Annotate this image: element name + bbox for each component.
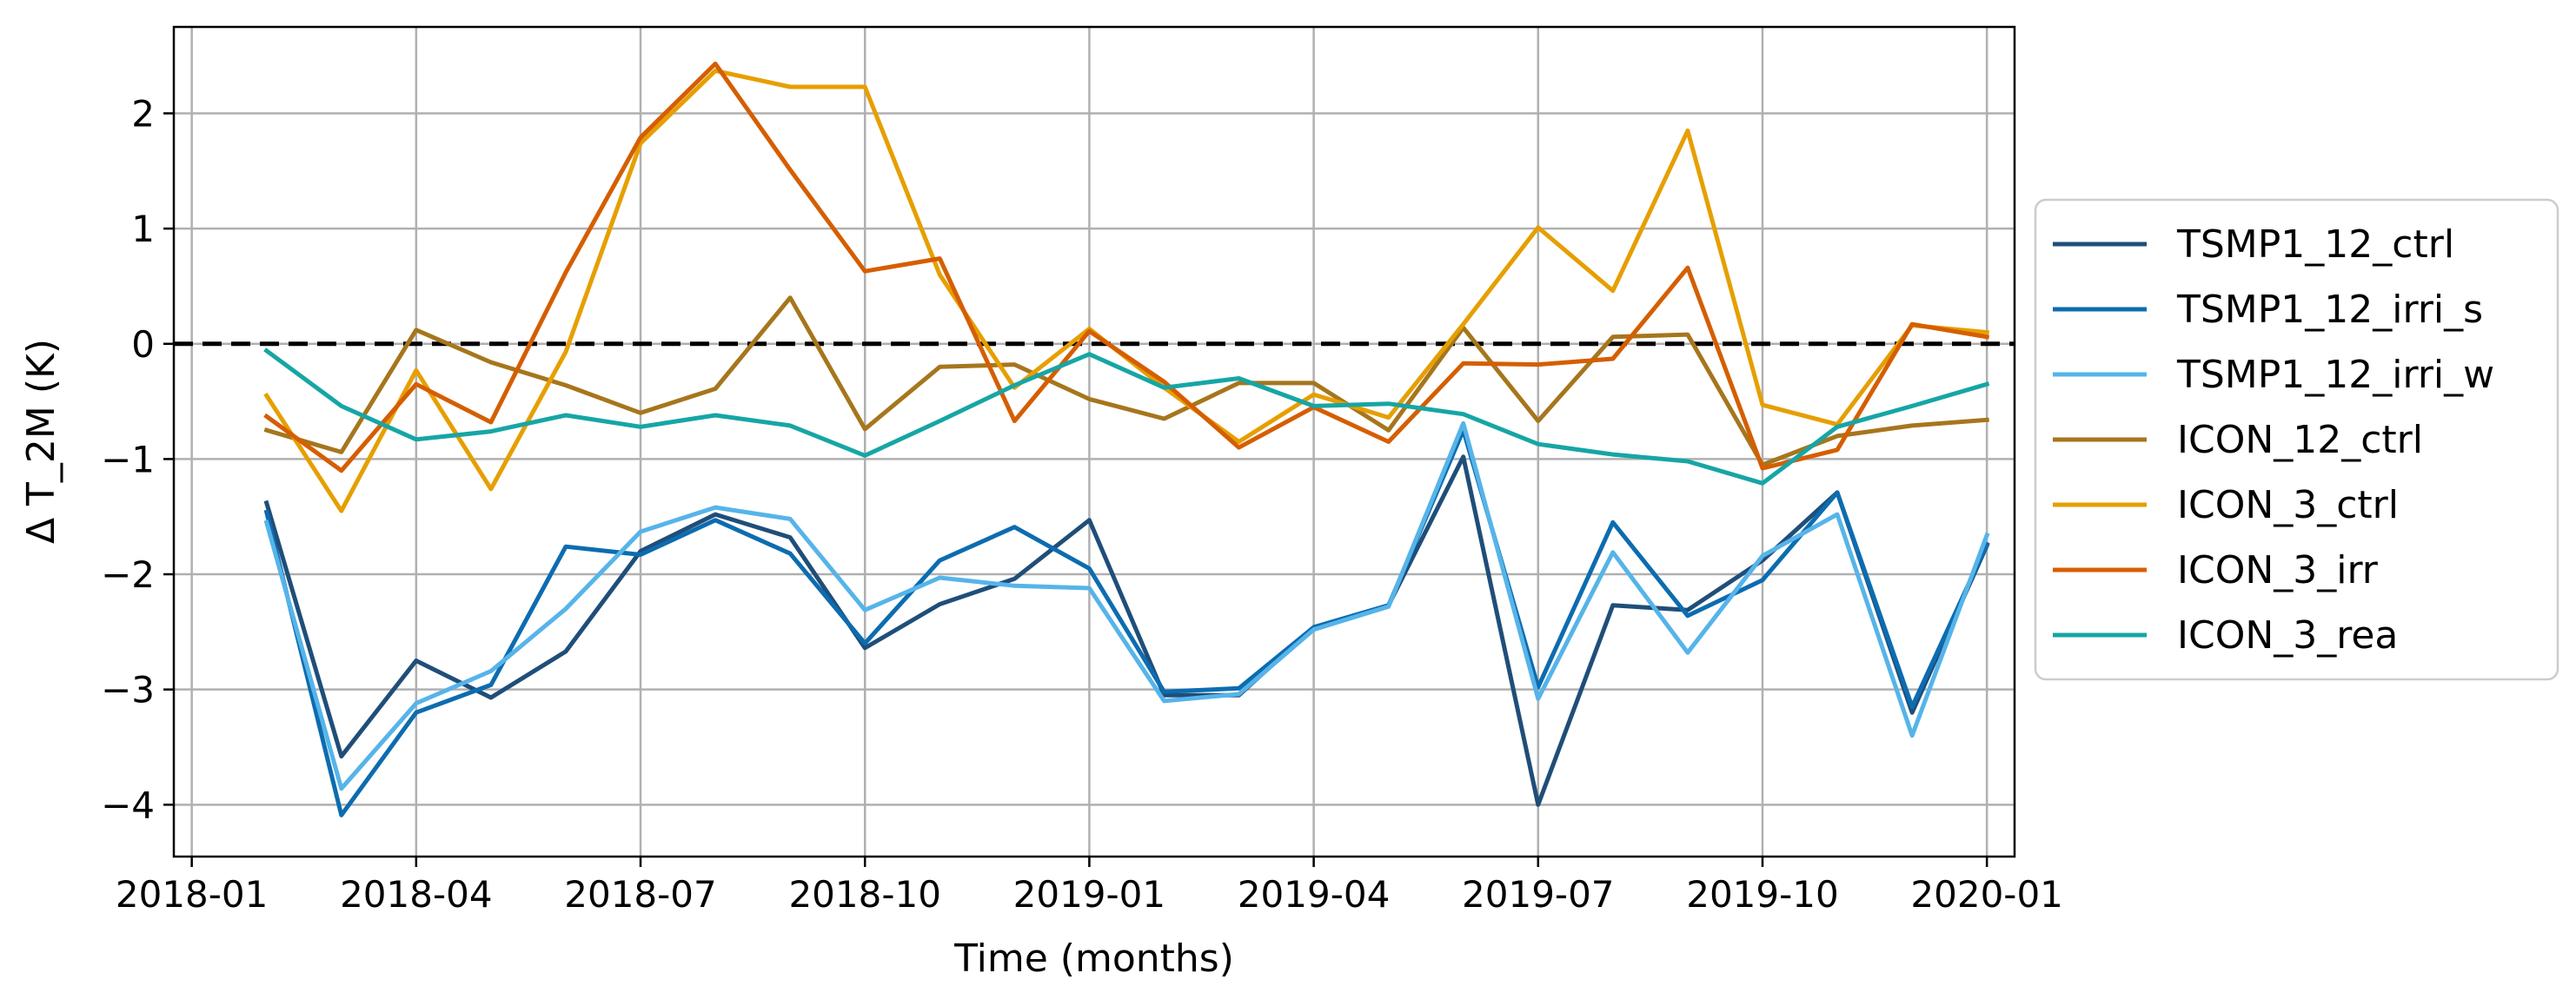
legend-label: ICON_3_rea	[2177, 613, 2398, 658]
series-line-tsmp1-12-irri-w	[263, 420, 1990, 791]
legend-label: TSMP1_12_irri_w	[2176, 353, 2494, 397]
series-line-icon-3-irr	[263, 61, 1990, 473]
x-tick-label: 2018-07	[564, 873, 717, 916]
y-axis-ticks: 2 1 0 −1 −2 −3 −4	[101, 92, 174, 826]
x-tick-label: 2018-04	[340, 873, 493, 916]
y-tick-label: 1	[131, 208, 155, 250]
legend-frame	[2034, 198, 2559, 681]
y-axis-label: Δ T_2M (K)	[19, 339, 63, 544]
series-lines	[263, 61, 1990, 817]
y-tick-label: −3	[101, 669, 155, 711]
x-tick-label: 2018-01	[116, 873, 269, 916]
x-axis-ticks: 2018-01 2018-04 2018-07 2018-10 2019-01 2019-…	[116, 857, 2063, 916]
plot-frame	[172, 25, 2016, 858]
y-tick-label: −1	[101, 438, 155, 480]
y-tick-label: 2	[131, 92, 155, 135]
legend-label: TSMP1_12_ctrl	[2176, 222, 2454, 267]
x-tick-label: 2018-10	[788, 873, 941, 916]
series-line-icon-3-rea	[263, 347, 1990, 486]
y-tick-label: −4	[101, 784, 155, 826]
legend: TSMP1_12_ctrl TSMP1_12_irri_s TSMP1_12_irr…	[2034, 198, 2559, 681]
x-tick-label: 2019-10	[1686, 873, 1839, 916]
legend-label: ICON_3_ctrl	[2177, 483, 2399, 527]
y-tick-label: 0	[131, 323, 155, 366]
series-line-tsmp1-12-ctrl	[263, 454, 1990, 807]
x-tick-label: 2019-07	[1462, 873, 1615, 916]
y-tick-label: −2	[101, 553, 155, 596]
legend-label: ICON_3_irr	[2177, 548, 2379, 592]
x-tick-label: 2019-01	[1013, 873, 1166, 916]
series-line-icon-12-ctrl	[263, 295, 1989, 467]
x-axis-label: Time (months)	[953, 937, 1234, 981]
x-tick-label: 2020-01	[1910, 873, 2063, 916]
x-tick-label: 2019-04	[1238, 873, 1391, 916]
legend-label: ICON_12_ctrl	[2177, 418, 2423, 462]
series-line-tsmp1-12-irri-s	[263, 427, 1990, 817]
legend-label: TSMP1_12_irri_s	[2176, 288, 2483, 332]
legend-items: TSMP1_12_ctrl TSMP1_12_irri_s TSMP1_12_irr…	[2053, 222, 2494, 658]
